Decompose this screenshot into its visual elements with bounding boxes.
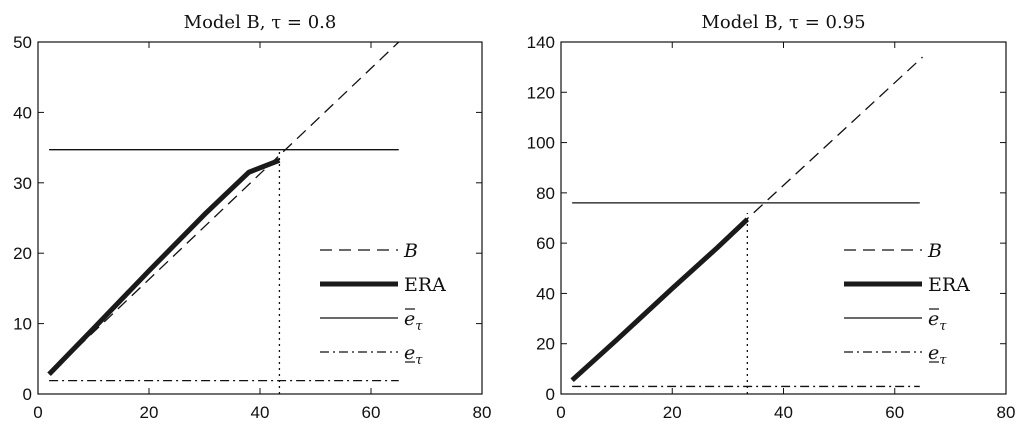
x-tick-label: 20: [140, 403, 159, 422]
y-tick-label: 140: [527, 33, 555, 52]
y-tick-label: 40: [536, 284, 555, 303]
y-tick-label: 50: [13, 33, 32, 52]
y-tick-label: 100: [527, 134, 555, 153]
x-tick-label: 40: [774, 403, 793, 422]
legend-label: eτ: [928, 342, 947, 368]
legend-label: ERA: [404, 274, 446, 296]
axes-frame: [37, 41, 483, 395]
y-tick-label: 0: [23, 385, 32, 404]
series-line: [47, 157, 281, 377]
y-tick-label: 20: [536, 335, 555, 354]
plot-area: [47, 42, 400, 394]
legend-label: B: [927, 240, 942, 262]
legend-label: eτ: [404, 342, 423, 368]
x-tick-label: 0: [556, 403, 565, 422]
chart-title: Model B, τ = 0.8: [184, 12, 337, 33]
plot-area: [570, 56, 924, 394]
series-line: [48, 42, 400, 375]
y-tick-label: 0: [546, 385, 555, 404]
y-tick-label: 120: [527, 83, 555, 102]
left-chart-panel: Model B, τ = 0.8 0 20 40 60 80 0 10 20 30 40 50 B ERA…: [13, 12, 491, 422]
x-tick-label: 40: [251, 403, 270, 422]
series-line: [570, 217, 750, 383]
y-tick-label: 20: [13, 244, 32, 263]
x-tick-label: 80: [997, 403, 1016, 422]
y-tick-label: 40: [13, 103, 32, 122]
legend: B ERA eτ eτ: [320, 240, 446, 368]
legend: B ERA eτ eτ: [844, 240, 970, 368]
y-tick-label: 10: [13, 315, 32, 334]
chart-title: Model B, τ = 0.95: [701, 12, 865, 33]
y-tick-label: 60: [536, 234, 555, 253]
x-tick-label: 60: [885, 403, 904, 422]
y-tick-label: 30: [13, 174, 32, 193]
x-tick-label: 60: [362, 403, 381, 422]
y-tick-label: 80: [536, 184, 555, 203]
x-tick-label: 80: [473, 403, 492, 422]
legend-label: eτ: [928, 308, 947, 334]
legend-label: B: [403, 240, 418, 262]
x-tick-label: 0: [33, 403, 42, 422]
legend-label: ERA: [928, 274, 970, 296]
legend-label: eτ: [404, 308, 423, 334]
x-tick-label: 20: [663, 403, 682, 422]
right-chart-panel: Model B, τ = 0.95 0 20 40 60 80 0 20 40 60 80 100 12…: [527, 12, 1016, 422]
axes-frame: [560, 41, 1007, 395]
